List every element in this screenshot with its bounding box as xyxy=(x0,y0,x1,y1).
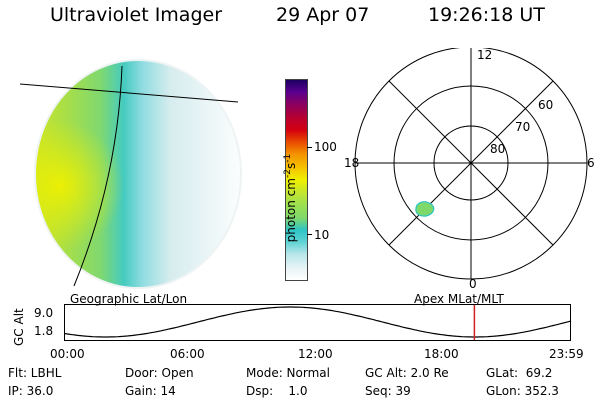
polar-lat-80: 80 xyxy=(490,142,505,156)
polar-lat-70: 70 xyxy=(515,120,530,134)
longitude-line xyxy=(73,65,123,287)
polar-label-0: 0 xyxy=(469,277,477,291)
aurora-patch xyxy=(415,201,435,217)
observation-date: 29 Apr 07 xyxy=(276,4,370,26)
info-glon: GLon: 352.3 xyxy=(486,384,559,398)
altitude-plot xyxy=(64,304,572,341)
polar-plot: 12 18 6 0 60 70 80 xyxy=(344,48,595,291)
colorbar xyxy=(285,79,308,281)
altitude-frame xyxy=(64,304,571,341)
info-glat: GLat: 69.2 xyxy=(486,366,553,380)
time-tick-1: 06:00 xyxy=(170,347,205,361)
unit-mid: s xyxy=(284,162,298,170)
disc-outline xyxy=(34,59,242,289)
colorbar-label-100: 100 xyxy=(314,140,337,154)
apex-label: Apex MLat/MLT xyxy=(414,292,504,306)
latitude-line xyxy=(19,83,239,103)
diagonal-2 xyxy=(388,80,554,246)
info-filter: Flt: LBHL xyxy=(8,366,62,380)
time-tick-2: 12:00 xyxy=(298,347,333,361)
instrument-title: Ultraviolet Imager xyxy=(50,4,223,26)
info-door: Door: Open xyxy=(125,366,194,380)
info-gain: Gain: 14 xyxy=(125,384,176,398)
polar-label-12: 12 xyxy=(477,48,492,62)
info-seq: Seq: 39 xyxy=(365,384,411,398)
altitude-ylabel: GC Alt xyxy=(12,308,26,346)
time-tick-0: 00:00 xyxy=(50,347,85,361)
altitude-curve xyxy=(64,306,572,338)
info-mode: Mode: Normal xyxy=(246,366,330,380)
colorbar-tick-10 xyxy=(307,234,312,235)
altitude-ymax: 9.0 xyxy=(34,306,54,320)
polar-label-18: 18 xyxy=(344,156,359,170)
info-dsp: Dsp: 1.0 xyxy=(246,384,308,398)
colorbar-unit-label: photon cm-2s-1 xyxy=(269,154,298,250)
unit-exp2: -1 xyxy=(283,153,293,163)
time-tick-4: 23:59 xyxy=(549,347,584,361)
polar-lat-60: 60 xyxy=(538,98,553,112)
colorbar-tick-100 xyxy=(307,147,312,148)
geographic-label: Geographic Lat/Lon xyxy=(70,292,188,306)
info-gc-alt: GC Alt: 2.0 Re xyxy=(365,366,449,380)
info-ip: IP: 36.0 xyxy=(8,384,54,398)
unit-base: photon cm xyxy=(284,178,298,243)
polar-label-6: 6 xyxy=(587,156,595,170)
unit-exp1: -2 xyxy=(283,169,293,179)
altitude-ymin: 1.8 xyxy=(34,324,54,338)
colorbar-label-10: 10 xyxy=(314,228,330,242)
time-tick-3: 18:00 xyxy=(424,347,459,361)
geographic-image xyxy=(19,59,242,289)
observation-time: 19:26:18 UT xyxy=(428,4,545,26)
